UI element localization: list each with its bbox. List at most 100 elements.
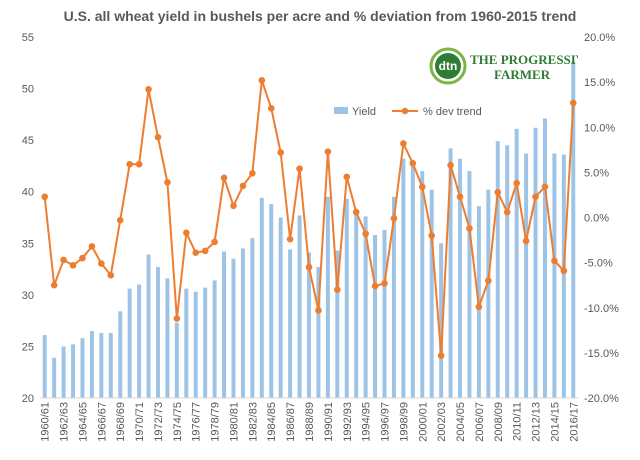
bar-yield-2001-02 bbox=[429, 189, 434, 398]
point-dev-1993-94 bbox=[352, 208, 360, 216]
y-right-tick--20: -20.0% bbox=[584, 393, 619, 405]
point-dev-1975-76 bbox=[183, 229, 190, 237]
bars-layer bbox=[42, 61, 576, 399]
point-dev-1973-74 bbox=[164, 179, 171, 186]
bar-yield-1965-66 bbox=[89, 330, 94, 398]
bar-yield-1996-97 bbox=[382, 229, 387, 398]
point-dev-1983-84 bbox=[258, 77, 266, 84]
bar-yield-1990-91 bbox=[325, 196, 330, 398]
x-tick-1998-99: 1998/99 bbox=[398, 402, 410, 442]
x-tick-2014-15: 2014/15 bbox=[549, 402, 561, 442]
point-dev-1976-77 bbox=[192, 249, 200, 256]
x-tick-2004-05: 2004/05 bbox=[455, 402, 467, 442]
bar-yield-1964-65 bbox=[80, 338, 85, 398]
x-tick-1982-83: 1982/83 bbox=[247, 402, 259, 442]
bar-yield-1977-78 bbox=[203, 287, 208, 398]
bar-yield-2000-01 bbox=[420, 171, 425, 398]
bar-yield-1971-72 bbox=[146, 254, 151, 398]
bar-yield-1962-63 bbox=[61, 346, 66, 398]
bar-yield-1981-82 bbox=[240, 248, 245, 398]
point-dev-2008-09 bbox=[494, 188, 502, 196]
y-axis-left: 20 25 30 35 40 45 50 55 bbox=[22, 32, 34, 405]
x-tick-2012-13: 2012/13 bbox=[531, 402, 543, 442]
y-right-tick-5: 5.0% bbox=[584, 167, 609, 179]
x-tick-1996-97: 1996/97 bbox=[380, 402, 392, 442]
point-dev-1962-63 bbox=[60, 256, 67, 264]
bar-yield-2015-16 bbox=[561, 154, 566, 398]
x-tick-1988-89: 1988/89 bbox=[304, 402, 316, 442]
point-dev-1988-89 bbox=[305, 263, 313, 271]
bar-yield-1985-86 bbox=[278, 217, 283, 398]
bar-yield-1988-89 bbox=[307, 252, 311, 398]
x-tick-1978-79: 1978/79 bbox=[210, 402, 222, 442]
point-dev-1966-67 bbox=[98, 260, 105, 267]
point-dev-2005-06 bbox=[466, 225, 473, 232]
bar-yield-1961-62 bbox=[52, 357, 57, 398]
x-tick-1970-71: 1970/71 bbox=[134, 402, 146, 442]
x-tick-1968-69: 1968/69 bbox=[115, 402, 127, 442]
point-dev-1969-70 bbox=[126, 160, 133, 168]
y-right-tick-10: 10.0% bbox=[584, 122, 615, 134]
bar-yield-2005-06 bbox=[467, 171, 472, 398]
point-dev-2012-13 bbox=[532, 193, 539, 201]
bar-yield-1960-61 bbox=[42, 335, 47, 398]
point-dev-2003-04 bbox=[447, 161, 454, 169]
bar-yield-2011-12 bbox=[524, 153, 529, 398]
bar-yield-1991-92 bbox=[335, 250, 340, 398]
point-dev-1974-75 bbox=[173, 315, 181, 322]
point-dev-1977-78 bbox=[201, 247, 209, 255]
bar-yield-1967-68 bbox=[108, 333, 113, 398]
point-dev-1986-87 bbox=[286, 235, 294, 243]
x-tick-1976-77: 1976/77 bbox=[191, 402, 203, 442]
point-dev-1972-73 bbox=[154, 133, 162, 141]
legend-label-yield: Yield bbox=[352, 106, 376, 118]
bar-yield-1999-00 bbox=[410, 163, 415, 398]
x-tick-1994-95: 1994/95 bbox=[361, 402, 373, 442]
brand-bottom-text: FARMER bbox=[494, 67, 551, 82]
bar-yield-2010-11 bbox=[514, 128, 519, 399]
bar-yield-1976-77 bbox=[193, 291, 198, 398]
legend-marker-dev bbox=[401, 107, 409, 115]
y-right-tick-0: 0.0% bbox=[584, 213, 609, 225]
bar-yield-1972-73 bbox=[156, 267, 160, 398]
point-dev-1961-62 bbox=[50, 281, 58, 289]
bar-yield-1969-70 bbox=[127, 288, 132, 398]
x-tick-2000-01: 2000/01 bbox=[417, 402, 429, 442]
chart-title: U.S. all wheat yield in bushels per acre… bbox=[63, 8, 577, 24]
point-dev-1965-66 bbox=[88, 243, 96, 250]
point-dev-2011-12 bbox=[522, 237, 530, 245]
legend-swatch-yield bbox=[334, 107, 348, 114]
y-axis-right: -20.0% -15.0% -10.0% -5.0% 0.0% 5.0% 10.0% 15.0… bbox=[584, 32, 619, 405]
point-dev-1998-99 bbox=[400, 140, 407, 147]
bar-yield-2008-09 bbox=[495, 141, 500, 399]
point-dev-1981-82 bbox=[239, 182, 247, 190]
x-tick-1986-87: 1986/87 bbox=[285, 402, 297, 442]
bar-yield-1983-84 bbox=[259, 197, 264, 398]
bar-yield-1974-75 bbox=[174, 322, 179, 398]
point-dev-1999-00 bbox=[409, 160, 417, 167]
bar-yield-2013-14 bbox=[542, 118, 547, 398]
dtn-progressive-farmer-logo: dtn THE PROGRESSIVE FARMER bbox=[429, 47, 578, 85]
point-dev-2009-10 bbox=[503, 208, 511, 216]
x-tick-1984-85: 1984/85 bbox=[266, 402, 278, 442]
bar-yield-1994-95 bbox=[363, 216, 368, 398]
bar-yield-1966-67 bbox=[99, 333, 104, 398]
bar-yield-2012-13 bbox=[533, 127, 538, 399]
point-dev-1964-65 bbox=[79, 254, 86, 262]
bar-yield-1995-96 bbox=[373, 235, 378, 398]
point-dev-1985-86 bbox=[277, 149, 284, 156]
point-dev-1980-81 bbox=[230, 202, 237, 210]
bar-yield-1968-69 bbox=[118, 311, 123, 398]
point-dev-2010-11 bbox=[513, 179, 520, 187]
bar-yield-2004-05 bbox=[458, 158, 462, 398]
dtn-badge bbox=[435, 53, 461, 79]
point-dev-1979-80 bbox=[220, 174, 228, 182]
bar-yield-2009-10 bbox=[505, 145, 510, 398]
y-right-tick-15: 15.0% bbox=[584, 77, 615, 89]
y-right-tick--10: -10.0% bbox=[584, 303, 619, 315]
x-tick-2016-17: 2016/17 bbox=[568, 402, 580, 442]
bar-yield-1993-94 bbox=[354, 210, 359, 398]
legend: Yield % dev trend bbox=[334, 106, 482, 118]
x-tick-1962-63: 1962/63 bbox=[59, 402, 71, 442]
point-dev-1987-88 bbox=[296, 165, 303, 173]
